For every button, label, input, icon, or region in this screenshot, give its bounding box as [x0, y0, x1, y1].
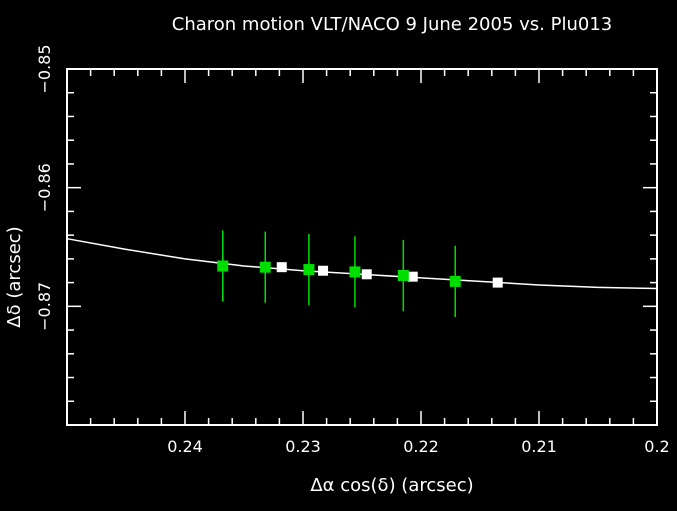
y-tick-label: −0.85: [35, 44, 54, 93]
plot-frame: [66, 68, 658, 426]
axis-ticks: [66, 68, 658, 426]
chart-title: Charon motion VLT/NACO 9 June 2005 vs. P…: [172, 14, 612, 35]
model-point: [407, 271, 418, 282]
series-layer: [66, 230, 658, 318]
model-point: [361, 269, 372, 280]
model-point: [276, 262, 287, 273]
x-tick-label: 0.22: [403, 437, 439, 456]
observed-point: [349, 266, 361, 278]
x-tick-label: 0.2: [644, 437, 669, 456]
x-axis-label: Δα cos(δ) (arcsec): [310, 475, 473, 496]
x-tick-label: 0.21: [521, 437, 557, 456]
observed-point: [449, 275, 461, 287]
observed-point: [397, 269, 409, 281]
y-axis-label: Δδ (arcsec): [4, 226, 25, 327]
fit-line: [66, 237, 658, 290]
axis-tick-labels: 0.24 0.23 0.22 0.21 0.2 −0.85 −0.86 −0.87: [35, 44, 670, 456]
y-tick-label: −0.87: [35, 282, 54, 331]
model-point: [492, 277, 503, 288]
y-tick-label: −0.86: [35, 163, 54, 212]
model-point: [318, 265, 329, 276]
observed-point: [303, 264, 315, 276]
observed-point: [217, 260, 229, 272]
x-tick-label: 0.24: [167, 437, 203, 456]
observed-point: [259, 261, 271, 273]
x-tick-label: 0.23: [285, 437, 321, 456]
